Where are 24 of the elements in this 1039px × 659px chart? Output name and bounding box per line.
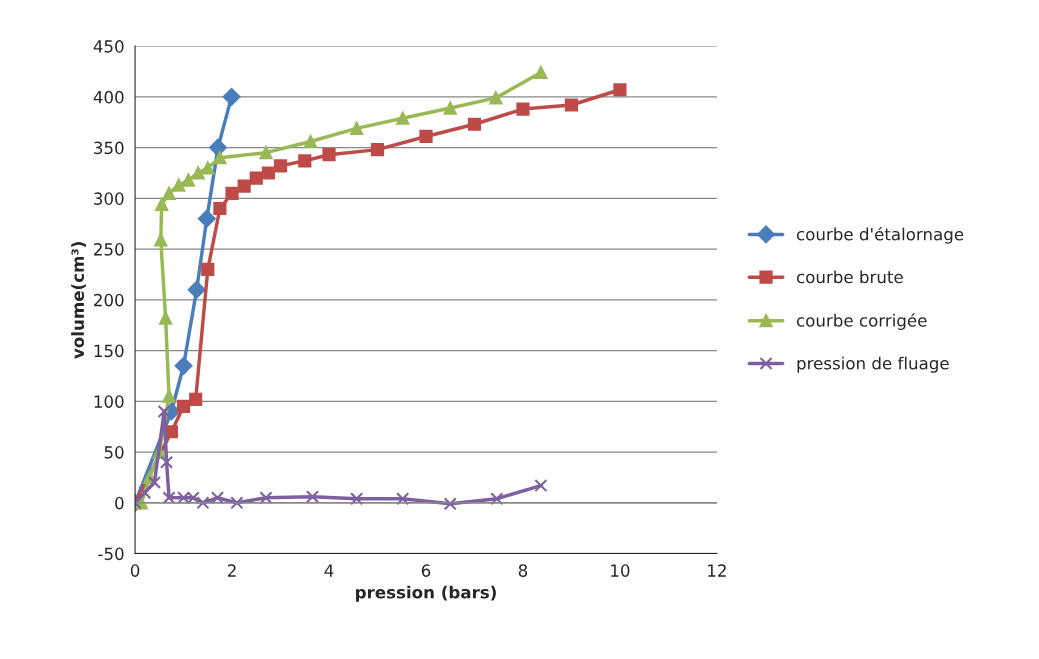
- y-tick-label: -50: [98, 547, 124, 561]
- y-tick-label: 100: [94, 395, 124, 408]
- x-tick-label: 4: [324, 564, 334, 577]
- y-tick-label: 400: [93, 90, 124, 104]
- legend-label: pression de fluage: [797, 356, 949, 373]
- legend-label: courbe brute: [796, 270, 903, 284]
- y-tick-label: 250: [94, 243, 124, 256]
- y-tick-label: 450: [93, 40, 124, 53]
- x-tick-label: 0: [130, 564, 140, 577]
- x-tick-label: 12: [708, 564, 726, 577]
- y-axis-title: volume(cm³): [71, 242, 87, 359]
- y-tick-label: 0: [115, 496, 124, 510]
- x-axis-title: pression (bars): [356, 585, 496, 602]
- y-tick-label: 150: [94, 344, 124, 358]
- y-tick-label: 50: [104, 446, 124, 459]
- y-tick-label: 300: [94, 192, 124, 205]
- legend-label: courbe corrigée: [796, 313, 927, 330]
- x-tick-label: 2: [227, 564, 236, 577]
- legend-label: courbe d'étalornage: [796, 226, 964, 244]
- x-tick-label: 6: [421, 564, 431, 577]
- x-tick-label: 10: [611, 564, 630, 577]
- x-tick-label: 8: [518, 564, 528, 577]
- y-tick-label: 200: [94, 293, 124, 307]
- y-tick-label: 350: [94, 141, 124, 155]
